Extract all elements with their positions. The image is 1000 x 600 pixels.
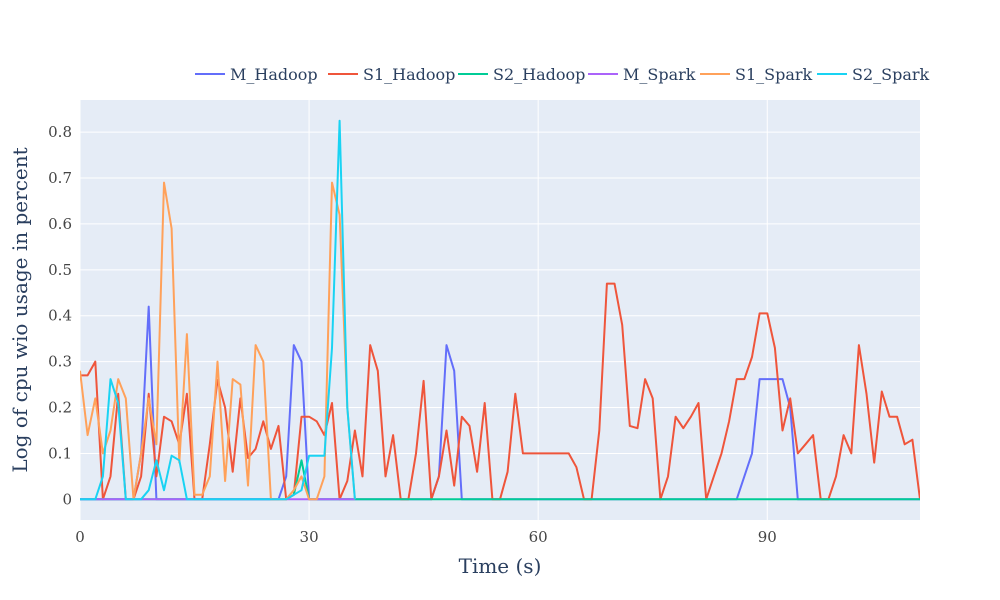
- legend-label: M_Hadoop: [230, 65, 318, 84]
- y-tick-label: 0.8: [48, 123, 72, 141]
- plot-area: [80, 100, 920, 520]
- y-tick-label: 0.7: [48, 169, 72, 187]
- x-tick-label: 90: [758, 528, 777, 546]
- series-lines: [80, 119, 920, 501]
- x-tick-label: 30: [300, 528, 319, 546]
- series-line-s1-spark: [80, 181, 356, 501]
- y-tick-label: 0.4: [48, 307, 72, 325]
- legend-label: S2_Spark: [852, 65, 930, 84]
- x-axis-title: Time (s): [459, 554, 542, 578]
- series-line-s2-spark: [80, 119, 356, 501]
- legend-label: S1_Spark: [735, 65, 813, 84]
- axis-ticks: 0 0.1 0.2 0.3 0.4 0.5 0.6 0.7 0.8 0 30 60 90: [48, 123, 777, 546]
- x-tick-label: 0: [75, 528, 85, 546]
- legend-label: S2_Hadoop: [493, 65, 585, 84]
- legend: M_Hadoop S1_Hadoop S2_Hadoop M_Spark S1_Spar…: [195, 65, 930, 84]
- legend-label: S1_Hadoop: [363, 65, 455, 84]
- y-tick-label: 0.2: [48, 399, 72, 417]
- y-tick-label: 0: [62, 490, 72, 508]
- legend-label: M_Spark: [623, 65, 696, 84]
- y-tick-label: 0.1: [48, 444, 72, 462]
- y-tick-label: 0.3: [48, 353, 72, 371]
- x-tick-label: 60: [529, 528, 548, 546]
- y-tick-label: 0.6: [48, 215, 72, 233]
- y-tick-label: 0.5: [48, 261, 72, 279]
- y-axis-title: Log of cpu wio usage in percent: [8, 147, 32, 472]
